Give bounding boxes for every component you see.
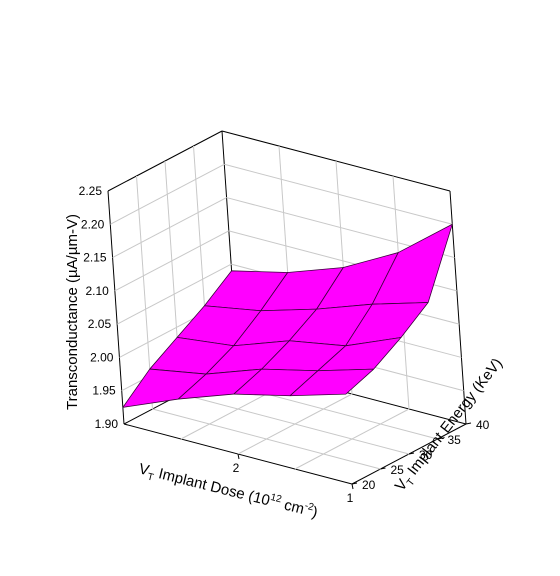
z-tick-label: 1.95 — [92, 384, 116, 398]
surface-cell — [289, 368, 375, 397]
z-tick-label: 2.10 — [85, 284, 109, 298]
energy-tick-mark — [465, 422, 472, 425]
energy-tick-label: 30 — [419, 448, 433, 462]
z-axis-title: Transconductance (µA/µm-V) — [64, 214, 81, 410]
dose-tick-mark — [351, 483, 354, 490]
axis-box-edge — [449, 190, 467, 425]
dose-tick-mark — [237, 453, 240, 460]
z-tick-label: 2.25 — [79, 184, 103, 198]
dose-gridline-floor — [237, 393, 353, 455]
energy-tick-label: 25 — [391, 463, 405, 477]
z-tick-label: 2.05 — [88, 317, 112, 331]
energy-tick-label: 20 — [362, 478, 376, 492]
z-tick-label: 2.15 — [83, 251, 107, 265]
axis-box-edge — [107, 190, 125, 425]
energy-tick-label: 40 — [476, 418, 490, 432]
z-tick-label: 2.00 — [90, 350, 114, 364]
z-tick-label: 1.90 — [95, 417, 119, 431]
surface-mesh — [122, 223, 453, 408]
tick-labels: 1.90 1.95 2.00 2.05 2.10 2.15 2.20 2.25 20 25 30 35… — [79, 184, 490, 505]
z-tick-label: 2.20 — [81, 217, 105, 231]
dose-tick-label: 2 — [233, 461, 240, 475]
energy-tick-mark — [437, 437, 443, 440]
energy-tick-mark — [408, 452, 415, 455]
energy-tick-mark — [380, 467, 386, 470]
energy-tick-mark — [351, 482, 358, 485]
energy-tick-label: 35 — [448, 433, 462, 447]
x-axis-title: VT Implant Dose (1012 cm-2) — [136, 459, 319, 524]
dose-tick-label: 1 — [347, 491, 354, 505]
dose-gridline-floor — [294, 408, 410, 470]
